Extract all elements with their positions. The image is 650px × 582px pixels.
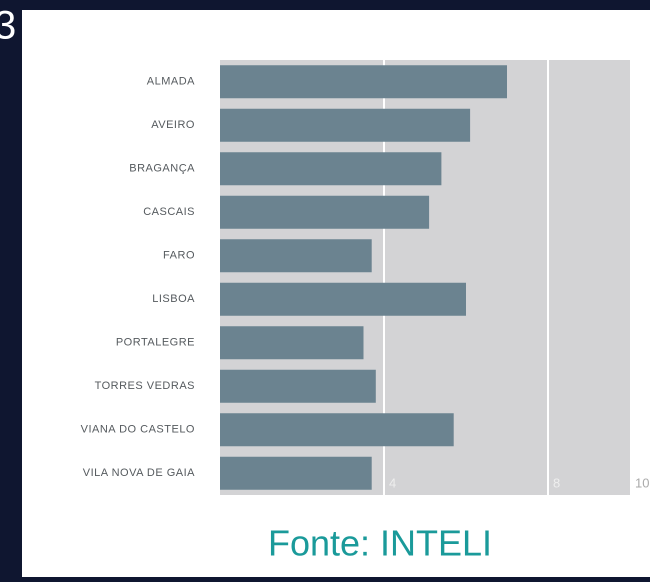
category-label: BRAGANÇA (129, 163, 195, 175)
bar (220, 456, 372, 490)
bar (220, 65, 507, 99)
category-label: ALMADA (147, 76, 195, 88)
category-label: PORTALEGRE (116, 337, 195, 349)
page-number: 3 (0, 4, 16, 48)
source-note: Fonte: INTELI (268, 523, 492, 564)
category-label: FARO (163, 250, 195, 262)
category-label: AVEIRO (151, 119, 195, 131)
chart: 4 8 10 ALMADA AVEIRO BRAGANÇA CASCAIS FARO LISBO… (81, 60, 649, 495)
bar (220, 195, 430, 229)
bar (220, 108, 471, 142)
bar (220, 413, 454, 447)
bar (220, 369, 376, 403)
category-label: LISBOA (152, 293, 195, 305)
bar (220, 239, 372, 273)
bar (220, 152, 442, 186)
category-label: CASCAIS (143, 206, 195, 218)
x-tick-label: 8 (553, 475, 560, 490)
category-label: VILA NOVA DE GAIA (83, 467, 195, 479)
x-tick-label: 10 (635, 475, 649, 490)
category-label: VIANA DO CASTELO (81, 424, 195, 436)
x-tick-label: 4 (389, 475, 396, 490)
bar (220, 282, 466, 316)
bar (220, 326, 364, 360)
category-label: TORRES VEDRAS (95, 380, 195, 392)
